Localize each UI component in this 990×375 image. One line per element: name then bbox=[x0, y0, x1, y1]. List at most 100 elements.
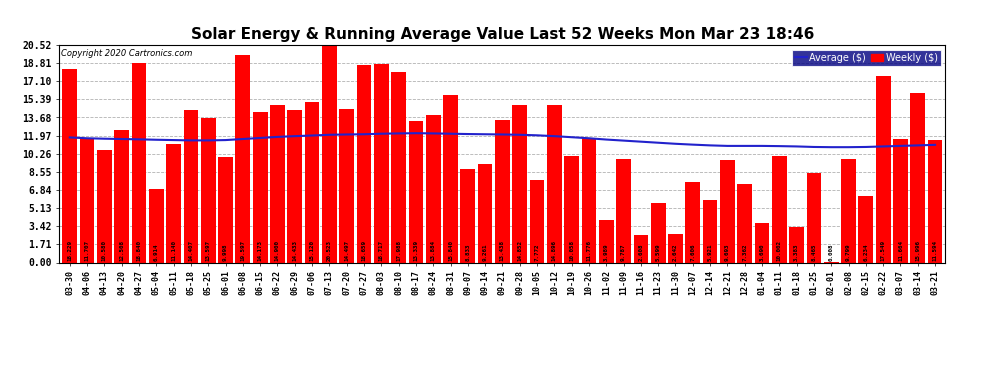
Text: 13.597: 13.597 bbox=[206, 240, 211, 261]
Text: 14.407: 14.407 bbox=[188, 240, 193, 261]
Bar bbox=[460, 169, 475, 262]
Bar bbox=[270, 105, 285, 262]
Text: 3.383: 3.383 bbox=[794, 243, 799, 261]
Bar bbox=[564, 156, 579, 262]
Text: 14.900: 14.900 bbox=[275, 240, 280, 261]
Bar bbox=[668, 234, 683, 262]
Text: 6.914: 6.914 bbox=[153, 243, 158, 261]
Bar bbox=[807, 173, 822, 262]
Bar bbox=[876, 76, 890, 262]
Text: 18.840: 18.840 bbox=[137, 240, 142, 261]
Bar bbox=[356, 65, 371, 262]
Bar bbox=[703, 200, 718, 262]
Text: 18.229: 18.229 bbox=[67, 240, 72, 261]
Bar bbox=[305, 102, 320, 262]
Bar bbox=[634, 235, 648, 262]
Bar bbox=[340, 109, 354, 262]
Text: 0.008: 0.008 bbox=[829, 243, 834, 261]
Text: 7.362: 7.362 bbox=[742, 243, 747, 261]
Bar bbox=[62, 69, 77, 262]
Text: 13.438: 13.438 bbox=[500, 240, 505, 261]
Bar bbox=[893, 139, 908, 262]
Text: 9.787: 9.787 bbox=[621, 243, 626, 261]
Bar bbox=[530, 180, 544, 262]
Text: 18.717: 18.717 bbox=[379, 240, 384, 261]
Text: 15.996: 15.996 bbox=[916, 240, 921, 261]
Bar bbox=[218, 156, 233, 262]
Text: 9.693: 9.693 bbox=[725, 243, 730, 261]
Bar bbox=[148, 189, 163, 262]
Bar bbox=[685, 182, 700, 262]
Bar bbox=[513, 105, 527, 262]
Bar bbox=[789, 226, 804, 262]
Text: 14.173: 14.173 bbox=[257, 240, 262, 261]
Text: 13.339: 13.339 bbox=[414, 240, 419, 261]
Bar bbox=[495, 120, 510, 262]
Bar bbox=[599, 220, 614, 262]
Bar bbox=[650, 203, 665, 262]
Text: 17.549: 17.549 bbox=[881, 240, 886, 261]
Text: 7.772: 7.772 bbox=[535, 243, 540, 261]
Text: 17.988: 17.988 bbox=[396, 240, 401, 261]
Text: 3.989: 3.989 bbox=[604, 243, 609, 261]
Text: 2.642: 2.642 bbox=[673, 243, 678, 261]
Bar bbox=[772, 156, 787, 262]
Bar bbox=[183, 110, 198, 262]
Text: 11.664: 11.664 bbox=[898, 240, 903, 261]
Bar bbox=[581, 138, 596, 262]
Text: 8.465: 8.465 bbox=[812, 243, 817, 261]
Text: 19.597: 19.597 bbox=[241, 240, 246, 261]
Text: 15.120: 15.120 bbox=[310, 240, 315, 261]
Bar bbox=[444, 94, 457, 262]
Text: 14.852: 14.852 bbox=[517, 240, 523, 261]
Text: 9.799: 9.799 bbox=[846, 243, 851, 261]
Text: 15.840: 15.840 bbox=[448, 240, 453, 261]
Bar bbox=[166, 144, 181, 262]
Text: 10.002: 10.002 bbox=[777, 240, 782, 261]
Bar bbox=[738, 184, 752, 262]
Text: 9.261: 9.261 bbox=[482, 243, 488, 261]
Text: 14.896: 14.896 bbox=[551, 240, 556, 261]
Legend: Average ($), Weekly ($): Average ($), Weekly ($) bbox=[792, 50, 940, 66]
Bar bbox=[236, 55, 250, 262]
Bar bbox=[720, 160, 735, 262]
Bar bbox=[374, 64, 389, 262]
Bar bbox=[616, 159, 631, 262]
Bar bbox=[842, 159, 856, 262]
Text: 2.608: 2.608 bbox=[639, 243, 644, 261]
Bar bbox=[132, 63, 147, 262]
Text: 9.998: 9.998 bbox=[223, 243, 228, 261]
Text: 8.833: 8.833 bbox=[465, 243, 470, 261]
Bar bbox=[911, 93, 925, 262]
Text: 18.659: 18.659 bbox=[361, 240, 366, 261]
Bar bbox=[478, 164, 492, 262]
Text: 12.508: 12.508 bbox=[119, 240, 124, 261]
Bar bbox=[322, 45, 337, 262]
Text: 11.594: 11.594 bbox=[933, 240, 938, 261]
Text: 11.140: 11.140 bbox=[171, 240, 176, 261]
Text: 11.776: 11.776 bbox=[586, 240, 591, 261]
Bar bbox=[754, 224, 769, 262]
Text: Copyright 2020 Cartronics.com: Copyright 2020 Cartronics.com bbox=[61, 50, 192, 58]
Bar bbox=[426, 116, 441, 262]
Bar bbox=[80, 138, 94, 262]
Text: 6.234: 6.234 bbox=[863, 243, 868, 261]
Text: 14.497: 14.497 bbox=[345, 240, 349, 261]
Bar bbox=[391, 72, 406, 262]
Bar bbox=[547, 105, 561, 262]
Text: 10.058: 10.058 bbox=[569, 240, 574, 261]
Bar bbox=[409, 121, 424, 262]
Bar bbox=[97, 150, 112, 262]
Text: 10.580: 10.580 bbox=[102, 240, 107, 261]
Bar bbox=[287, 110, 302, 262]
Text: 3.690: 3.690 bbox=[759, 243, 764, 261]
Text: 11.707: 11.707 bbox=[84, 240, 89, 261]
Text: 7.606: 7.606 bbox=[690, 243, 695, 261]
Text: 20.523: 20.523 bbox=[327, 240, 332, 261]
Text: 5.921: 5.921 bbox=[708, 243, 713, 261]
Bar bbox=[858, 196, 873, 262]
Bar bbox=[252, 112, 267, 262]
Bar bbox=[201, 118, 216, 262]
Bar bbox=[115, 130, 129, 262]
Bar bbox=[928, 140, 942, 262]
